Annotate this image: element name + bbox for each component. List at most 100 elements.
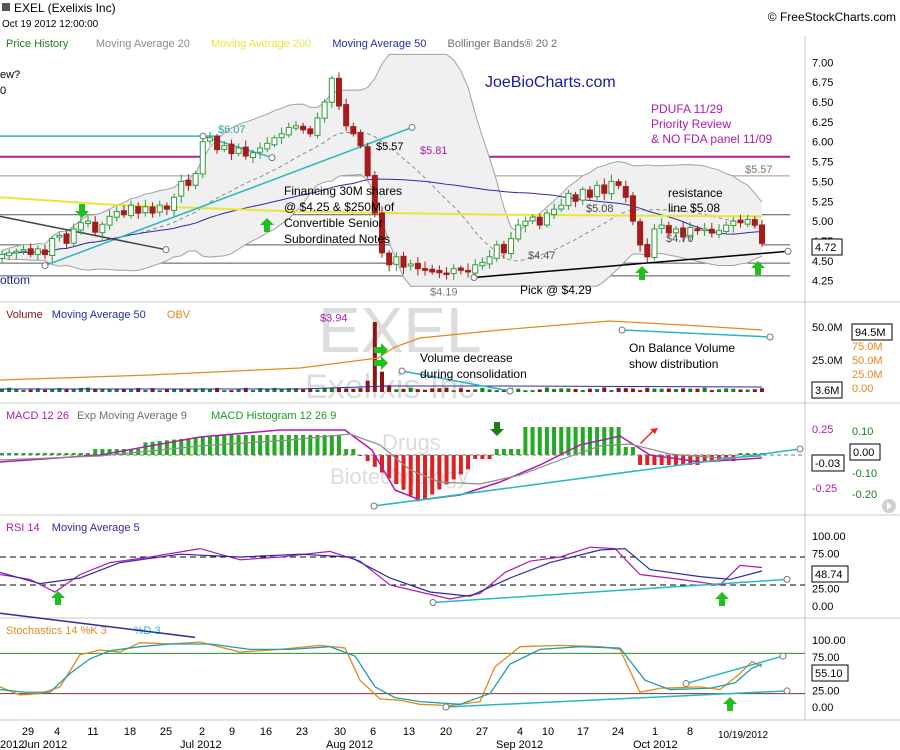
volume-bar — [57, 388, 62, 392]
signal-arrow — [723, 697, 737, 711]
signal-arrow — [75, 204, 89, 218]
candle-body — [529, 216, 536, 222]
macd-histogram-bar — [71, 453, 76, 455]
x-month-label: Jul 2012 — [180, 739, 222, 750]
candle-body — [264, 142, 271, 150]
candle-body — [658, 224, 665, 229]
signal-arrow — [751, 261, 765, 275]
pdufa-annotation: & NO FDA panel 11/09 — [651, 132, 773, 146]
last-signal-label: 0.00 — [853, 447, 874, 459]
volume-bar — [530, 390, 535, 392]
volume-bar — [78, 387, 83, 392]
macd-histogram-bar — [652, 455, 657, 465]
rsi-tick-label: 75.00 — [812, 549, 840, 561]
x-month-label: Oct 2012 — [633, 739, 678, 750]
scroll-right-icon[interactable] — [882, 499, 896, 513]
candle-body — [350, 126, 357, 135]
candle-body — [192, 172, 199, 186]
volume-bar — [724, 388, 729, 392]
macd-histogram-bar — [7, 453, 12, 455]
macd-histogram-bar — [645, 455, 650, 465]
macd-tick-right: 0.10 — [852, 426, 873, 438]
volume-tick-right: 25.0M — [852, 369, 883, 381]
candle-body — [379, 212, 385, 254]
legend-item: MACD Histogram 12 26 9 — [211, 410, 336, 422]
x-day-label: 8 — [687, 726, 693, 738]
volume-bar — [401, 388, 406, 392]
menu-icon[interactable] — [2, 3, 10, 11]
x-day-label: 25 — [160, 726, 172, 738]
volume-bar — [494, 390, 499, 392]
macd-histogram-bar — [709, 455, 714, 461]
volume-bar — [731, 388, 736, 392]
financing-annotation: Financing 30M shares — [284, 184, 402, 198]
volume-tick-right: 0.00 — [852, 383, 873, 395]
candle-body — [744, 219, 751, 225]
volume-bar — [437, 388, 442, 392]
edge-text-1: ew? — [0, 69, 20, 81]
candle-body — [515, 224, 522, 240]
candle-body — [751, 219, 758, 226]
macd-histogram-bar — [437, 455, 442, 490]
candle-body — [278, 133, 285, 139]
candle-body — [536, 216, 543, 226]
volume-bar — [200, 388, 205, 392]
macd-histogram-bar — [695, 455, 700, 465]
candle-body — [343, 104, 350, 127]
macd-histogram-bar — [258, 435, 263, 455]
candle-body — [149, 206, 156, 214]
candle-body — [672, 228, 679, 234]
price-labels: $6.07 $5.81 $5.57 $5.57 $5.08 $4.70 $4.47 $4.19… — [218, 124, 773, 324]
candle-body — [271, 137, 278, 146]
candle-body — [135, 206, 142, 214]
volume-axis: 50.0M 25.0M 75.0M 50.0M 25.0M 0.00 — [812, 322, 883, 395]
volume-panel: Volume Moving Average 50 OBV 50.0M 25.0M 75.… — [0, 309, 893, 399]
volume-bar — [760, 388, 764, 392]
stochastics-lines — [0, 612, 805, 711]
volume-bar — [580, 390, 585, 392]
candle-body — [694, 228, 701, 232]
macd-histogram-bar — [150, 441, 155, 455]
trend-anchor — [408, 123, 416, 131]
macd-histogram-bar — [408, 455, 413, 496]
volume-bar — [516, 388, 521, 392]
macd-histogram-bar — [573, 427, 578, 455]
last-rsi-box — [811, 565, 849, 583]
obv-line — [0, 320, 763, 381]
macd-histogram-bar — [423, 455, 428, 500]
volume-bar — [702, 387, 707, 392]
volume-bar — [129, 389, 134, 392]
volume-bar — [595, 389, 600, 392]
macd-tick-right: -0.10 — [852, 468, 877, 480]
macd-histogram-bar — [444, 455, 449, 485]
candle-body — [414, 262, 421, 270]
trend-anchor — [618, 326, 626, 334]
volume-ma50-line — [0, 385, 763, 390]
x-day-label: 6 — [370, 726, 376, 738]
legend-item: Bollinger Bands® 20 2 — [448, 38, 558, 50]
signal-arrow — [635, 266, 649, 280]
candle-body — [422, 268, 429, 271]
price-tick-label: 5.75 — [812, 157, 833, 169]
volume-bar — [638, 390, 643, 392]
candle-body — [436, 269, 443, 274]
candle-body — [85, 220, 92, 225]
candle-body — [759, 224, 765, 244]
volume-bar — [688, 388, 693, 392]
chart-header: EXEL (Exelixis Inc) Oct 19 2012 12:00:00… — [0, 1, 896, 97]
price-axis: 7.006.756.506.256.005.755.505.255.004.75… — [812, 57, 833, 287]
price-level-label: $5.57 — [376, 141, 404, 153]
macd-histogram-bar — [351, 449, 356, 455]
candle-body — [335, 77, 342, 107]
volume-annotation: Volume decrease — [420, 351, 513, 365]
legend-item: Moving Average 50 — [332, 38, 426, 50]
price-tick-label: 4.50 — [812, 256, 833, 268]
volume-bar — [566, 388, 571, 392]
volume-bar — [544, 387, 549, 392]
candle-body — [228, 143, 235, 155]
volume-bar — [322, 387, 327, 392]
macd-histogram-bar — [630, 447, 635, 455]
volume-bar — [207, 389, 212, 392]
stoch-d-line — [0, 643, 763, 705]
